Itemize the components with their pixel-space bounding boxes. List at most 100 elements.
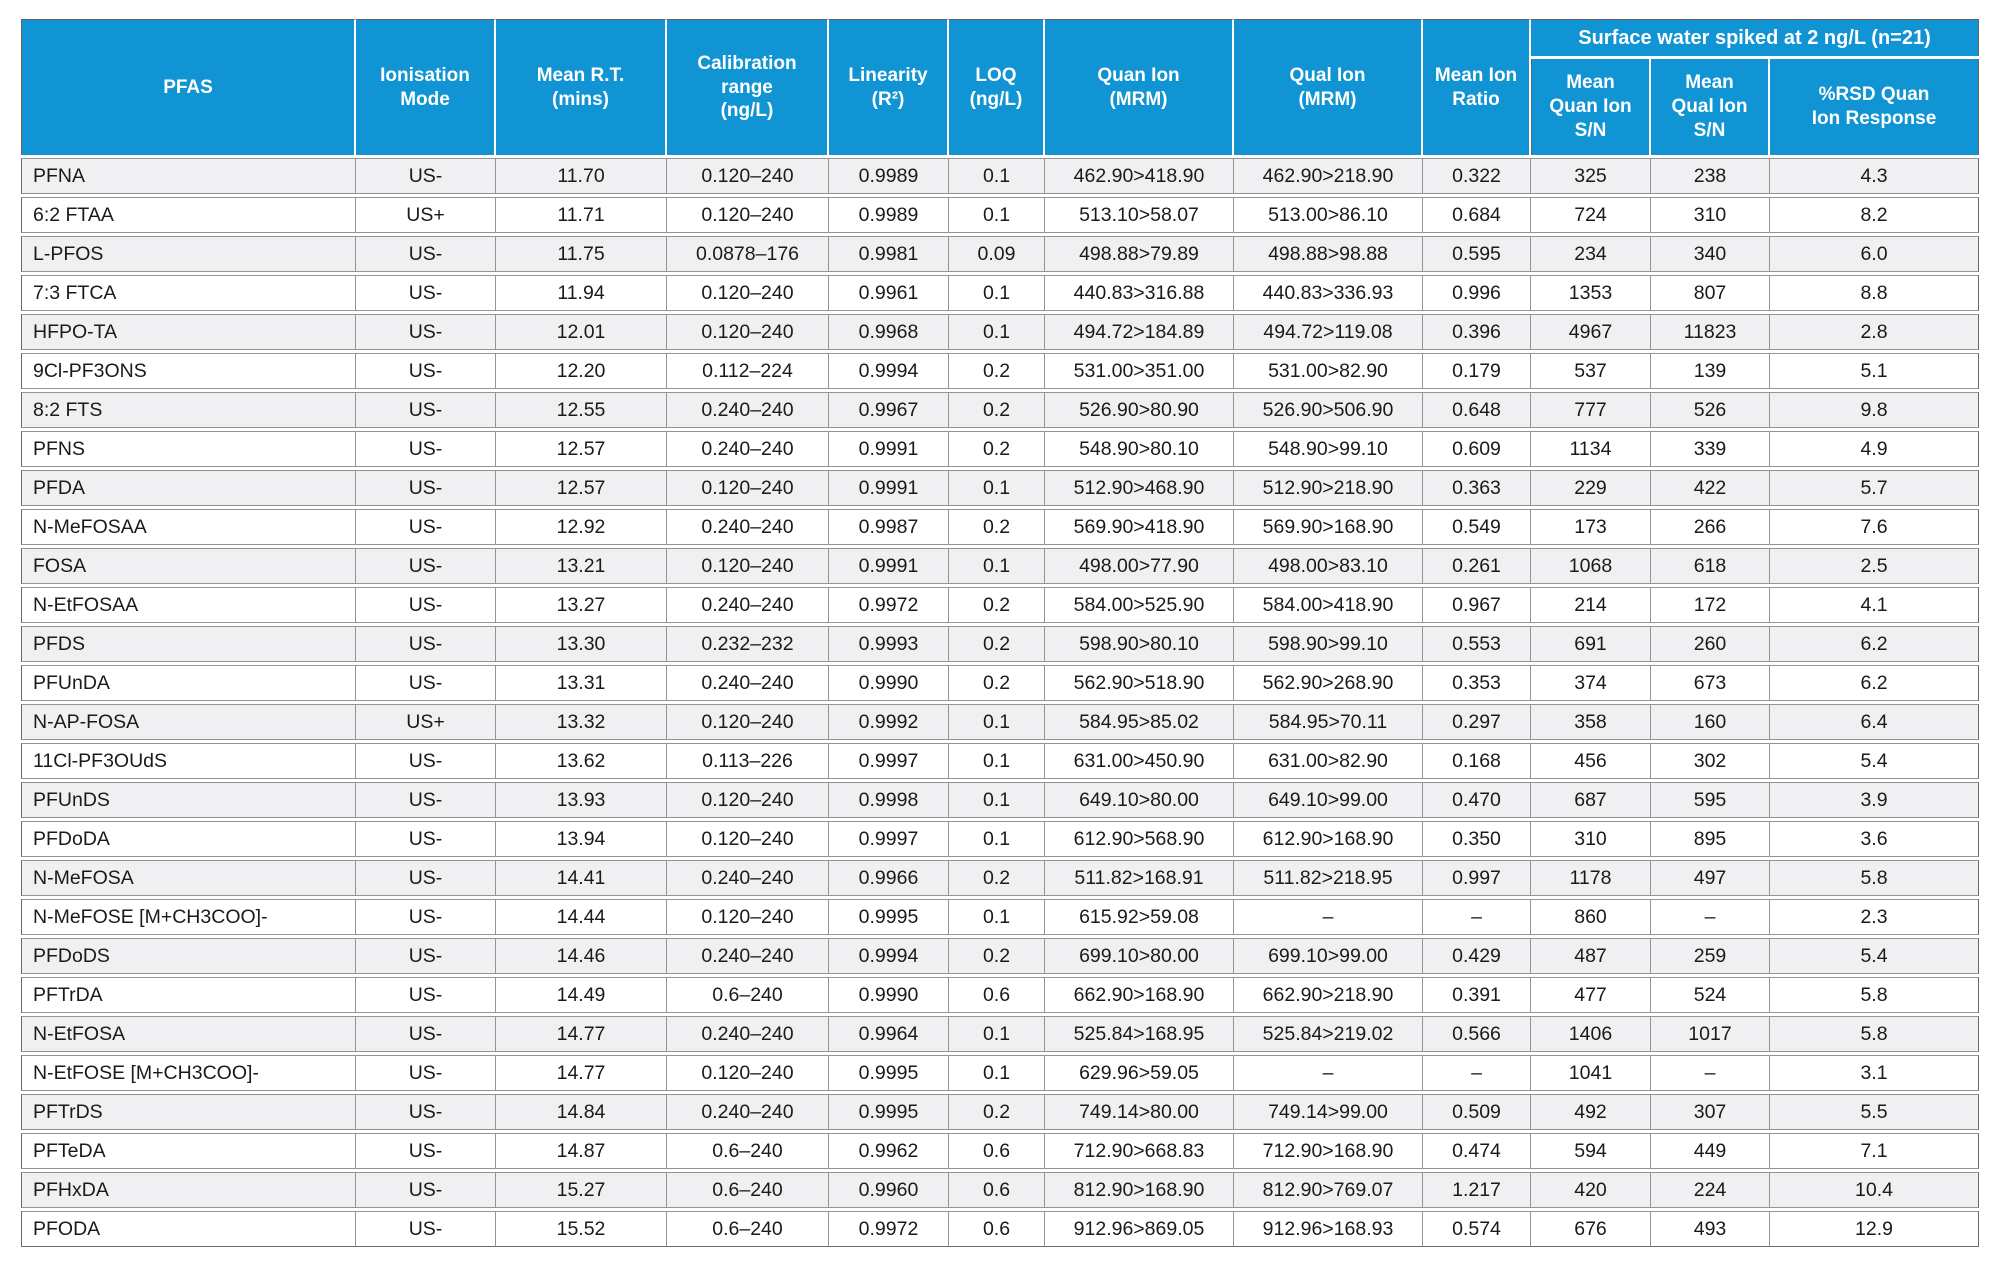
cell-mean-rt: 13.32 [496, 704, 667, 740]
cell-mean-qual-ion-sn: 224 [1651, 1172, 1770, 1208]
cell-rsd-quan-ion-response: 12.9 [1770, 1211, 1979, 1247]
cell-calibration-range: 0.120–240 [667, 548, 829, 584]
cell-loq: 0.1 [949, 1055, 1045, 1091]
col-header-qual-ion: Qual Ion (MRM) [1234, 19, 1423, 155]
cell-quan-ion: 712.90>668.83 [1045, 1133, 1234, 1169]
cell-mean-ion-ratio: 0.474 [1423, 1133, 1531, 1169]
cell-mean-quan-ion-sn: 676 [1531, 1211, 1651, 1247]
cell-mean-qual-ion-sn: 1017 [1651, 1016, 1770, 1052]
cell-pfas: PFDoDS [21, 938, 356, 974]
cell-mean-qual-ion-sn: 618 [1651, 548, 1770, 584]
cell-pfas: PFDA [21, 470, 356, 506]
table-row: PFTrDS US- 14.84 0.240–240 0.9995 0.2 749.14>8… [21, 1094, 1979, 1130]
table-row: N-MeFOSAA US- 12.92 0.240–240 0.9987 0.2 569.9… [21, 509, 1979, 545]
cell-mean-qual-ion-sn: 139 [1651, 353, 1770, 389]
cell-qual-ion: 511.82>218.95 [1234, 860, 1423, 896]
cell-mean-qual-ion-sn: 11823 [1651, 314, 1770, 350]
cell-qual-ion: 584.95>70.11 [1234, 704, 1423, 740]
cell-pfas: 6:2 FTAA [21, 197, 356, 233]
cell-mean-quan-ion-sn: 1134 [1531, 431, 1651, 467]
cell-loq: 0.2 [949, 353, 1045, 389]
cell-mean-quan-ion-sn: 537 [1531, 353, 1651, 389]
cell-qual-ion: – [1234, 899, 1423, 935]
cell-mean-quan-ion-sn: 234 [1531, 236, 1651, 272]
cell-calibration-range: 0.120–240 [667, 314, 829, 350]
cell-qual-ion: 525.84>219.02 [1234, 1016, 1423, 1052]
cell-mean-quan-ion-sn: 777 [1531, 392, 1651, 428]
cell-rsd-quan-ion-response: 5.7 [1770, 470, 1979, 506]
cell-ionisation-mode: US- [356, 1016, 496, 1052]
cell-mean-qual-ion-sn: 526 [1651, 392, 1770, 428]
cell-calibration-range: 0.120–240 [667, 158, 829, 194]
table-row: 8:2 FTS US- 12.55 0.240–240 0.9967 0.2 526.90>… [21, 392, 1979, 428]
cell-ionisation-mode: US- [356, 860, 496, 896]
cell-rsd-quan-ion-response: 5.1 [1770, 353, 1979, 389]
cell-mean-rt: 12.57 [496, 470, 667, 506]
cell-mean-qual-ion-sn: – [1651, 1055, 1770, 1091]
cell-mean-rt: 13.93 [496, 782, 667, 818]
col-header-calibration-range: Calibration range (ng/L) [667, 19, 829, 155]
cell-quan-ion: 440.83>316.88 [1045, 275, 1234, 311]
cell-mean-qual-ion-sn: 266 [1651, 509, 1770, 545]
cell-quan-ion: 584.95>85.02 [1045, 704, 1234, 740]
cell-mean-quan-ion-sn: 325 [1531, 158, 1651, 194]
cell-mean-ion-ratio: 0.996 [1423, 275, 1531, 311]
cell-qual-ion: 631.00>82.90 [1234, 743, 1423, 779]
cell-mean-rt: 12.57 [496, 431, 667, 467]
cell-quan-ion: 649.10>80.00 [1045, 782, 1234, 818]
cell-mean-qual-ion-sn: – [1651, 899, 1770, 935]
cell-loq: 0.1 [949, 782, 1045, 818]
cell-qual-ion: 749.14>99.00 [1234, 1094, 1423, 1130]
cell-mean-qual-ion-sn: 595 [1651, 782, 1770, 818]
table-row: PFNA US- 11.70 0.120–240 0.9989 0.1 462.90>418… [21, 158, 1979, 194]
cell-pfas: PFTeDA [21, 1133, 356, 1169]
cell-ionisation-mode: US- [356, 548, 496, 584]
cell-mean-quan-ion-sn: 1178 [1531, 860, 1651, 896]
cell-quan-ion: 812.90>168.90 [1045, 1172, 1234, 1208]
cell-qual-ion: 462.90>218.90 [1234, 158, 1423, 194]
cell-mean-quan-ion-sn: 374 [1531, 665, 1651, 701]
cell-linearity: 0.9989 [829, 158, 949, 194]
cell-linearity: 0.9966 [829, 860, 949, 896]
cell-loq: 0.6 [949, 1133, 1045, 1169]
cell-quan-ion: 598.90>80.10 [1045, 626, 1234, 662]
cell-calibration-range: 0.120–240 [667, 1055, 829, 1091]
cell-qual-ion: 440.83>336.93 [1234, 275, 1423, 311]
cell-mean-rt: 13.27 [496, 587, 667, 623]
cell-mean-ion-ratio: 0.350 [1423, 821, 1531, 857]
table-row: L-PFOS US- 11.75 0.0878–176 0.9981 0.09 498.88… [21, 236, 1979, 272]
cell-loq: 0.2 [949, 665, 1045, 701]
cell-mean-quan-ion-sn: 4967 [1531, 314, 1651, 350]
table-row: PFNS US- 12.57 0.240–240 0.9991 0.2 548.90>80.… [21, 431, 1979, 467]
cell-mean-ion-ratio: 0.648 [1423, 392, 1531, 428]
table-row: N-EtFOSA US- 14.77 0.240–240 0.9964 0.1 525.84… [21, 1016, 1979, 1052]
cell-mean-qual-ion-sn: 160 [1651, 704, 1770, 740]
cell-ionisation-mode: US- [356, 275, 496, 311]
cell-mean-ion-ratio: 0.609 [1423, 431, 1531, 467]
cell-calibration-range: 0.6–240 [667, 1211, 829, 1247]
cell-linearity: 0.9991 [829, 470, 949, 506]
cell-qual-ion: 526.90>506.90 [1234, 392, 1423, 428]
cell-mean-ion-ratio: 0.297 [1423, 704, 1531, 740]
cell-linearity: 0.9992 [829, 704, 949, 740]
cell-mean-quan-ion-sn: 173 [1531, 509, 1651, 545]
cell-ionisation-mode: US+ [356, 197, 496, 233]
cell-linearity: 0.9964 [829, 1016, 949, 1052]
table-row: PFHxDA US- 15.27 0.6–240 0.9960 0.6 812.90>168… [21, 1172, 1979, 1208]
cell-mean-quan-ion-sn: 477 [1531, 977, 1651, 1013]
cell-mean-rt: 13.94 [496, 821, 667, 857]
cell-loq: 0.1 [949, 548, 1045, 584]
cell-loq: 0.1 [949, 158, 1045, 194]
cell-rsd-quan-ion-response: 4.1 [1770, 587, 1979, 623]
cell-ionisation-mode: US- [356, 977, 496, 1013]
cell-qual-ion: 699.10>99.00 [1234, 938, 1423, 974]
cell-mean-rt: 14.77 [496, 1016, 667, 1052]
table-header: PFAS Ionisation Mode Mean R.T. (mins) Ca… [21, 19, 1979, 155]
cell-calibration-range: 0.240–240 [667, 509, 829, 545]
cell-quan-ion: 584.00>525.90 [1045, 587, 1234, 623]
col-header-mean-rt: Mean R.T. (mins) [496, 19, 667, 155]
cell-qual-ion: 562.90>268.90 [1234, 665, 1423, 701]
cell-mean-qual-ion-sn: 524 [1651, 977, 1770, 1013]
col-header-pfas: PFAS [21, 19, 356, 155]
cell-calibration-range: 0.6–240 [667, 1172, 829, 1208]
